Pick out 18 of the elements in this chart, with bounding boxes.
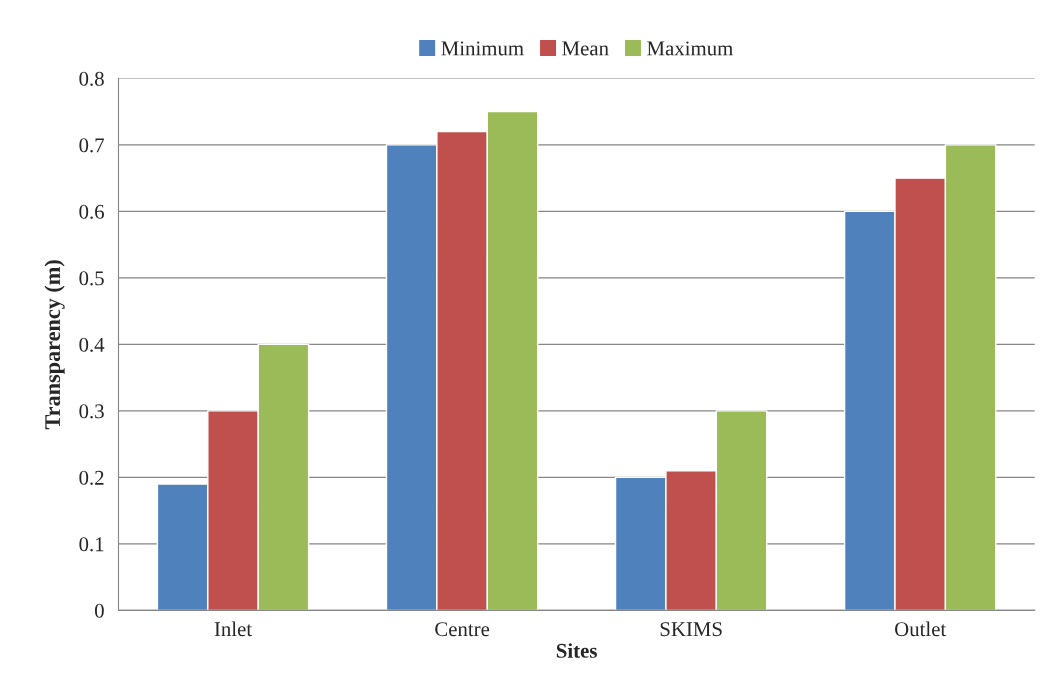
y-tick-label: 0.5 [79,271,104,286]
legend-label: Maximum [647,41,733,56]
y-tick-label: 0.3 [79,404,104,419]
y-tick-label: 0.8 [79,71,104,86]
y-tick-label: 0 [94,603,104,618]
x-tick-label: Inlet [214,621,252,637]
x-tick-label: SKIMS [660,622,722,637]
y-tick-label: 0.7 [79,138,105,153]
x-axis-title: Sites [556,643,597,658]
y-tick-label: 0.4 [79,337,105,352]
x-tick-label: Centre [435,622,490,637]
x-tick-label: Outlet [895,621,947,637]
y-tick-label: 0.2 [79,470,104,485]
y-tick-label: 0.6 [79,204,104,219]
legend-label: Mean [562,41,609,56]
y-axis-title: Transparency (m) [44,260,65,430]
legend-label: Minimum [441,41,524,56]
y-tick-label: 0.1 [79,537,104,552]
